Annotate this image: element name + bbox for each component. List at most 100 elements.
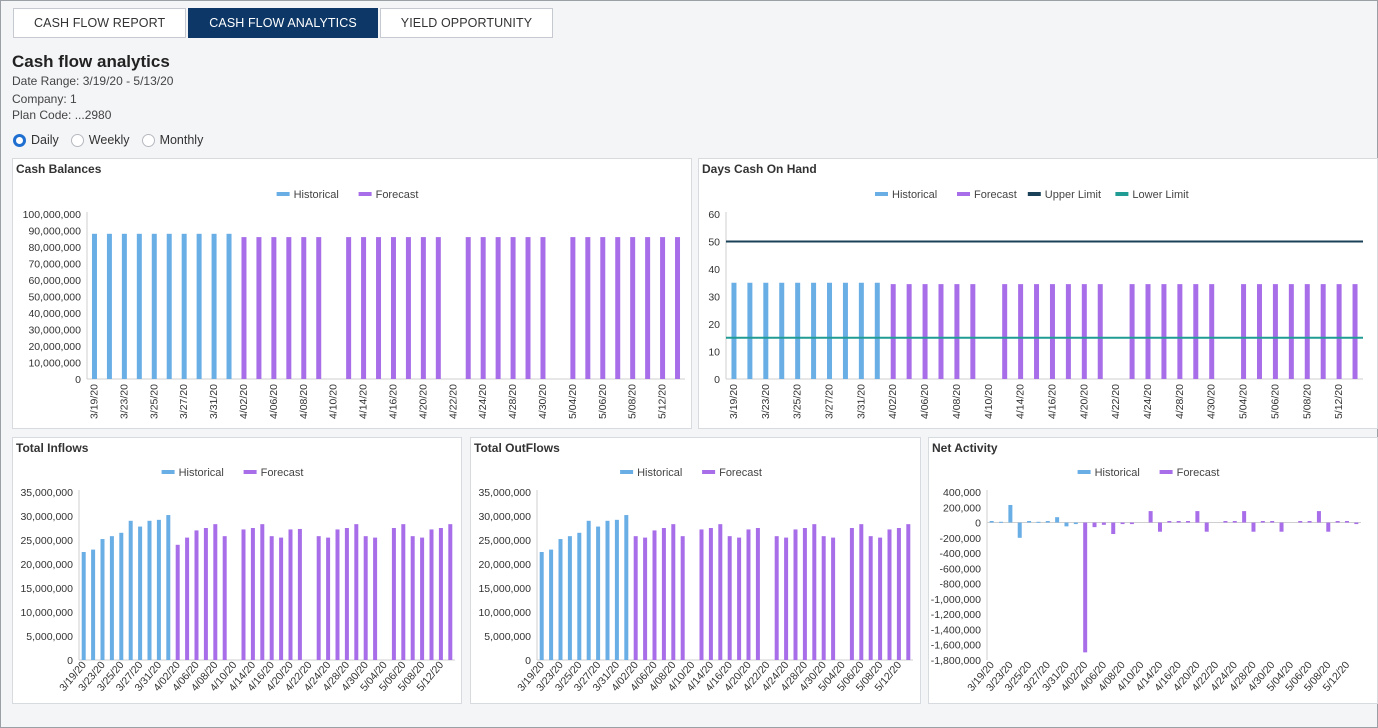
- historical-bar: [795, 282, 801, 379]
- forecast-bar: [746, 529, 751, 660]
- x-axis: 3/19/203/23/203/25/203/27/203/31/204/02/…: [965, 659, 1352, 694]
- historical-bar: [624, 515, 629, 660]
- forecast-bar: [429, 529, 434, 660]
- x-tick-label: 5/08/20: [627, 384, 639, 419]
- forecast-bar: [1242, 511, 1247, 523]
- forecast-bar: [250, 528, 255, 660]
- historical-bar: [858, 282, 864, 379]
- tab-yield-opportunity[interactable]: YIELD OPPORTUNITY: [379, 8, 554, 38]
- forecast-bar: [241, 529, 246, 660]
- radio-daily-indicator[interactable]: [13, 133, 26, 147]
- radio-monthly[interactable]: Monthly: [141, 133, 203, 147]
- radio-weekly-indicator[interactable]: [70, 133, 84, 147]
- historical-bar: [747, 282, 753, 379]
- historical-bar: [109, 536, 114, 660]
- radio-weekly-label: Weekly: [88, 133, 130, 147]
- historical-bar: [166, 233, 172, 379]
- forecast-bar: [1145, 284, 1151, 379]
- historical-bar: [151, 233, 157, 379]
- forecast-bar: [288, 529, 293, 660]
- forecast-bar: [420, 537, 425, 660]
- y-tick-label: 25,000,000: [478, 535, 531, 547]
- tab-cash-flow-report[interactable]: CASH FLOW REPORT: [13, 8, 187, 38]
- y-tick-label: 0: [975, 518, 981, 530]
- x-tick-label: 4/24/20: [1142, 384, 1154, 419]
- forecast-bar: [812, 524, 817, 660]
- y-tick-label: 10,000,000: [478, 607, 531, 619]
- forecast-bar: [954, 284, 960, 379]
- y-tick-label: 100,000,000: [23, 209, 82, 221]
- radio-monthly-indicator[interactable]: [141, 133, 155, 147]
- forecast-bar: [1272, 284, 1278, 379]
- forecast-bar: [1288, 284, 1294, 379]
- forecast-bar: [1049, 284, 1055, 379]
- forecast-bar: [878, 537, 883, 660]
- legend-label-forecast: Forecast: [719, 467, 762, 479]
- forecast-bar: [708, 528, 713, 660]
- forecast-bar: [1270, 521, 1275, 523]
- historical-bar: [811, 282, 817, 379]
- x-axis: 3/19/203/23/203/25/203/27/203/31/204/02/…: [57, 659, 446, 694]
- historical-bar: [577, 532, 582, 660]
- historical-bar: [989, 521, 994, 523]
- granularity-radio-group: Daily Weekly Monthly: [13, 133, 203, 147]
- bars: [539, 515, 911, 660]
- historical-bar: [91, 233, 97, 379]
- tab-cash-flow-analytics[interactable]: CASH FLOW ANALYTICS: [188, 8, 378, 38]
- legend-label-upper-limit: Upper Limit: [1045, 189, 1101, 201]
- forecast-bar: [361, 237, 367, 379]
- forecast-bar: [1161, 284, 1167, 379]
- y-tick-label: 70,000,000: [28, 259, 81, 271]
- forecast-bar: [1326, 522, 1331, 532]
- tab-bar: CASH FLOW REPORT CASH FLOW ANALYTICS YIE…: [13, 8, 554, 38]
- forecast-bar: [1223, 521, 1228, 523]
- x-tick-label: 4/02/20: [887, 384, 899, 419]
- legend-swatch-historical: [276, 192, 290, 196]
- forecast-bar: [1241, 284, 1247, 379]
- historical-bar: [1064, 522, 1069, 527]
- legend-swatch-forecast: [957, 192, 970, 196]
- forecast-bar: [480, 237, 486, 379]
- forecast-bar: [1120, 522, 1125, 525]
- legend-swatch-historical: [1077, 470, 1091, 474]
- legend-swatch-forecast: [358, 192, 372, 196]
- historical-bar: [842, 282, 848, 379]
- x-tick-label: 3/31/20: [855, 384, 867, 419]
- forecast-bar: [540, 237, 546, 379]
- y-tick-label: 15,000,000: [478, 583, 531, 595]
- historical-bar: [1008, 504, 1013, 523]
- x-tick-label: 3/25/20: [792, 384, 804, 419]
- forecast-bar: [615, 237, 621, 379]
- forecast-bar: [671, 524, 676, 660]
- y-tick-label: 0: [525, 655, 531, 667]
- forecast-bar: [1209, 284, 1215, 379]
- y-tick-label: 25,000,000: [20, 535, 73, 547]
- y-tick-label: 15,000,000: [20, 583, 73, 595]
- forecast-bar: [970, 284, 976, 379]
- net-activity-chart: Historical Forecast 400,000 200,000 0 -200,00…: [931, 467, 1361, 694]
- forecast-bar: [203, 528, 208, 660]
- historical-bar: [106, 233, 112, 379]
- forecast-bar: [269, 536, 274, 660]
- radio-daily[interactable]: Daily: [13, 133, 59, 147]
- forecast-bar: [1298, 521, 1303, 523]
- historical-bar: [1073, 522, 1078, 525]
- forecast-bar: [510, 237, 516, 379]
- historical-bar: [999, 521, 1004, 523]
- forecast-bar: [346, 237, 352, 379]
- forecast-bar: [279, 537, 284, 660]
- forecast-bar: [585, 237, 591, 379]
- forecast-bar: [495, 237, 501, 379]
- historical-bar: [119, 532, 124, 660]
- historical-bar: [549, 549, 554, 660]
- forecast-bar: [1101, 522, 1106, 525]
- forecast-bar: [1167, 521, 1172, 523]
- radio-weekly[interactable]: Weekly: [70, 133, 130, 147]
- cash-balances-panel: Cash Balances Historical Forecast 100,000,…: [12, 158, 692, 429]
- legend-swatch-lower-limit: [1115, 192, 1129, 196]
- x-tick-label: 5/04/20: [1238, 384, 1250, 419]
- legend-label-historical: Historical: [294, 189, 339, 201]
- x-tick-label: 4/24/20: [477, 384, 489, 419]
- forecast-bar: [376, 237, 382, 379]
